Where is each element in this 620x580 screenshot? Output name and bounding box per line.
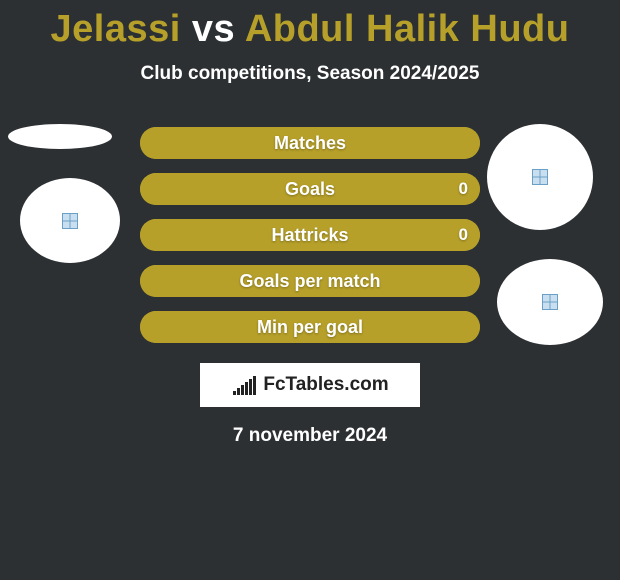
- stat-value-right: 0: [459, 225, 468, 245]
- stat-row: Goals per match: [140, 265, 480, 297]
- stat-row: Min per goal: [140, 311, 480, 343]
- stat-rows-container: Matches 0 Goals 0 Hattricks Goals per match Mi…: [140, 127, 480, 343]
- decor-ellipse: [8, 124, 112, 149]
- stat-row: Matches: [140, 127, 480, 159]
- watermark-text: FcTables.com: [263, 374, 388, 396]
- stat-value-right: 0: [459, 179, 468, 199]
- watermark-bars-icon: [231, 373, 259, 397]
- stat-label: Hattricks: [271, 225, 348, 246]
- player2-badge-top: [487, 124, 593, 230]
- page-title: Jelassi vs Abdul Halik Hudu: [0, 0, 620, 51]
- player2-badge-bottom: [497, 259, 603, 345]
- date-label: 7 november 2024: [0, 425, 620, 447]
- stat-label: Matches: [274, 133, 346, 154]
- stat-label: Min per goal: [257, 317, 363, 338]
- vs-label: vs: [192, 8, 235, 50]
- watermark: FcTables.com: [200, 363, 420, 407]
- stat-row: 0 Hattricks: [140, 219, 480, 251]
- player1-badge: [20, 178, 120, 263]
- subtitle: Club competitions, Season 2024/2025: [0, 63, 620, 85]
- stat-label: Goals per match: [239, 271, 380, 292]
- image-placeholder-icon: [542, 294, 558, 310]
- image-placeholder-icon: [532, 169, 548, 185]
- player1-name: Jelassi: [51, 8, 181, 50]
- image-placeholder-icon: [62, 213, 78, 229]
- stat-row: 0 Goals: [140, 173, 480, 205]
- stat-label: Goals: [285, 179, 335, 200]
- player2-name: Abdul Halik Hudu: [245, 8, 570, 50]
